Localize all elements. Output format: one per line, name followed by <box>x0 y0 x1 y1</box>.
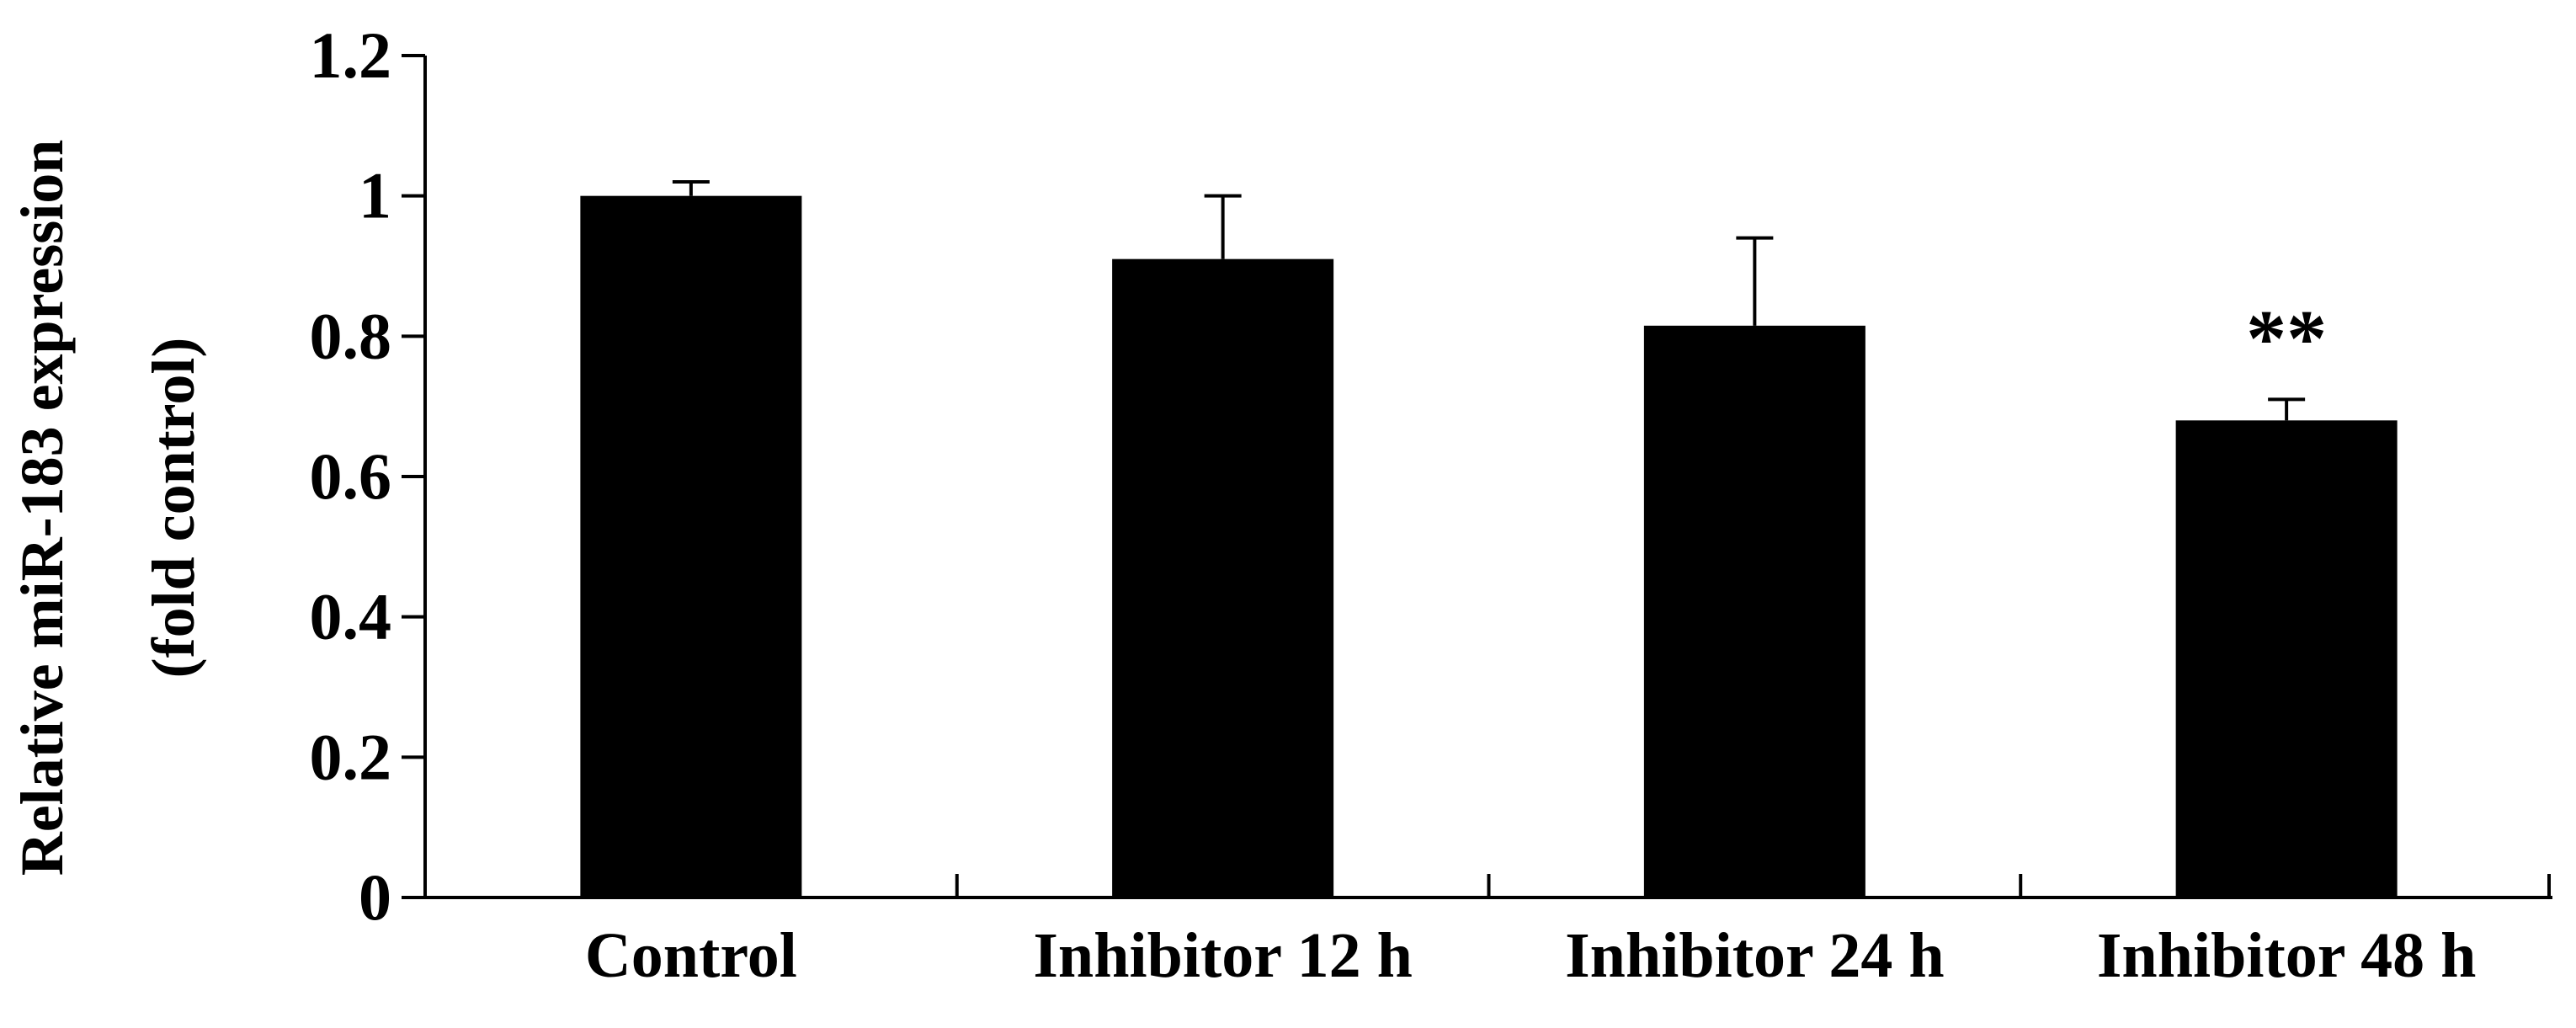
y-axis-label: Relative miR-183 expression (fold contro… <box>8 140 207 876</box>
y-tick-label: 0 <box>359 860 391 934</box>
x-tick-label: Inhibitor 48 h <box>2097 920 2477 991</box>
bar <box>2175 420 2398 898</box>
y-tick-label: 0.2 <box>310 720 392 793</box>
error-bars <box>672 180 2306 421</box>
bar <box>580 195 802 898</box>
y-axis: 0 0.2 0.4 0.6 0.8 1 1.2 <box>310 19 427 934</box>
x-tick-label: Inhibitor 12 h <box>1033 920 1413 991</box>
y-tick-label: 1.2 <box>310 19 392 92</box>
y-tick-label: 0.4 <box>310 580 392 653</box>
bar <box>1643 325 1865 898</box>
y-tick-label: 0.8 <box>310 299 392 372</box>
y-axis-label-line-2: (fold control) <box>140 338 207 679</box>
x-tick-labels: Control Inhibitor 12 h Inhibitor 24 h Inhib… <box>585 920 2476 991</box>
significance-annotations: ** <box>2246 293 2327 383</box>
x-tick-label: Inhibitor 24 h <box>1565 920 1945 991</box>
bars <box>580 195 2398 898</box>
y-tick-label: 1 <box>359 159 391 232</box>
y-tick-label: 0.6 <box>310 439 392 513</box>
x-tick-label: Control <box>585 920 797 991</box>
bar <box>1112 258 1334 898</box>
significance-marker: ** <box>2246 293 2327 383</box>
y-axis-label-line-1: Relative miR-183 expression <box>8 140 76 876</box>
